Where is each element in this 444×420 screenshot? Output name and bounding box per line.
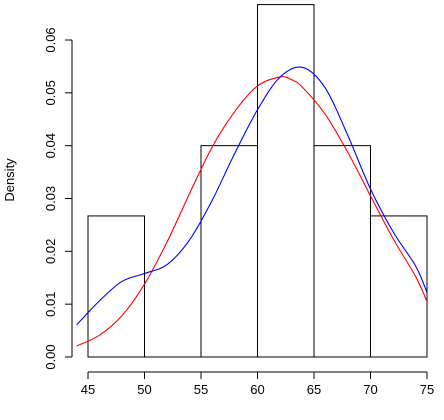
histogram-bar-2 xyxy=(200,145,258,358)
y-tick-label: 0.00 xyxy=(43,344,58,369)
y-tick-label: 0.06 xyxy=(43,27,58,52)
y-tick-label: 0.02 xyxy=(43,239,58,264)
histogram-bar-4 xyxy=(313,145,371,358)
density-curve-blue xyxy=(76,66,428,326)
y-axis-label: Density xyxy=(2,158,17,202)
x-axis: 45 50 55 60 65 70 75 xyxy=(81,371,434,397)
x-tick-label: 65 xyxy=(307,382,321,397)
x-tick-label: 60 xyxy=(250,382,264,397)
x-tick-label: 50 xyxy=(137,382,151,397)
y-tick-label: 0.01 xyxy=(43,292,58,317)
x-tick-label: 45 xyxy=(81,382,95,397)
y-tick-label: 0.04 xyxy=(43,133,58,158)
x-tick-label: 55 xyxy=(194,382,208,397)
histogram-bars xyxy=(87,4,428,358)
histogram-bar-5 xyxy=(370,215,428,358)
y-axis: 0.00 0.01 0.02 0.03 0.04 0.05 0.06 xyxy=(43,27,73,370)
x-tick-label: 70 xyxy=(363,382,377,397)
density-curve-red xyxy=(76,76,428,347)
histogram-bar-0 xyxy=(87,215,145,358)
y-tick-label: 0.05 xyxy=(43,80,58,105)
histogram-bar-3 xyxy=(257,4,315,358)
density-curves xyxy=(76,66,428,347)
x-tick-label: 75 xyxy=(420,382,434,397)
y-tick-label: 0.03 xyxy=(43,186,58,211)
